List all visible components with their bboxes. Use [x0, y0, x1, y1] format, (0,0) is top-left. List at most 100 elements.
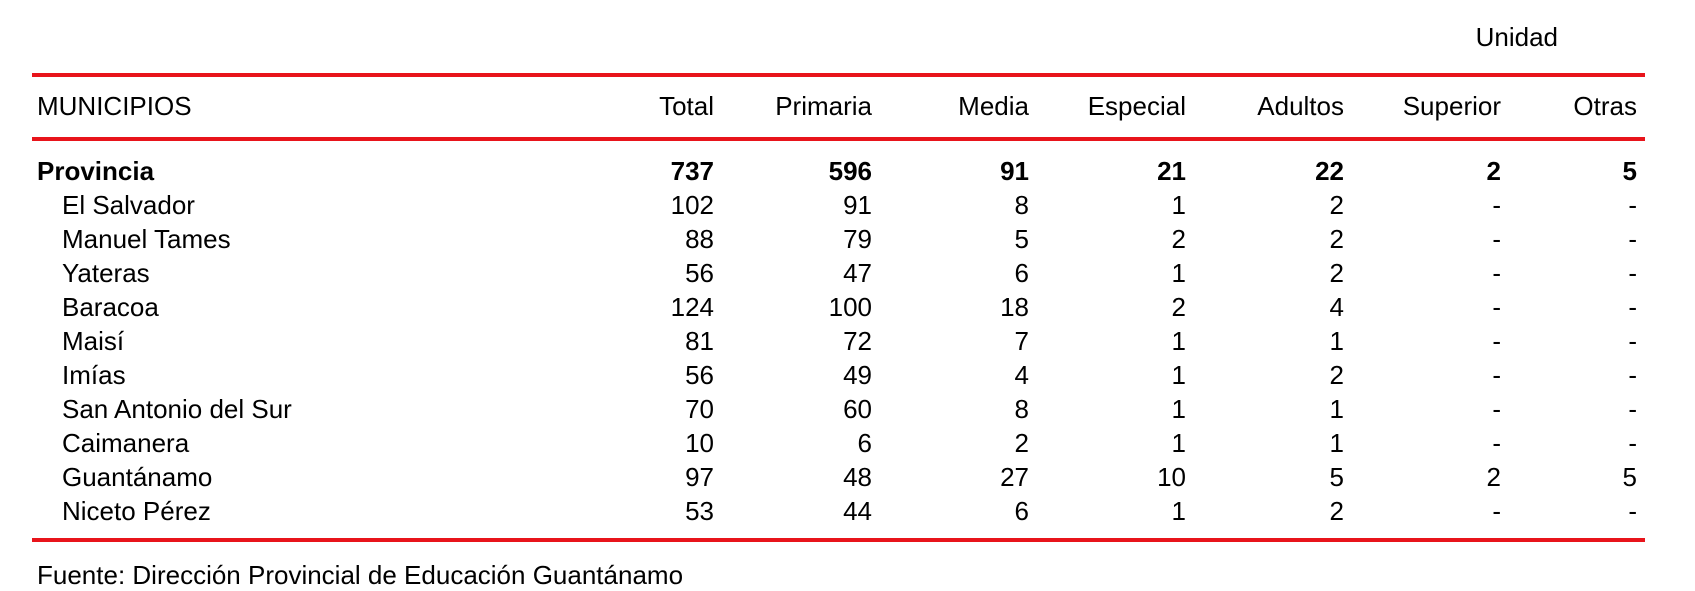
- cell-primaria: 47: [843, 258, 872, 288]
- cell-superior: -: [1492, 190, 1501, 220]
- table-header: MUNICIPIOS Total Primaria Media Especial…: [32, 84, 1645, 128]
- cell-superior: -: [1492, 258, 1501, 288]
- cell-adultos: 2: [1329, 224, 1344, 254]
- cell-adultos: 22: [1315, 156, 1344, 186]
- cell-otras: -: [1628, 190, 1637, 220]
- table-row: El Salvador 102 91 8 1 2 - -: [32, 188, 1645, 222]
- cell-adultos: 1: [1329, 326, 1344, 356]
- cell-otras: -: [1628, 224, 1637, 254]
- cell-total: 97: [685, 462, 714, 492]
- cell-primaria: 48: [843, 462, 872, 492]
- header-bottom-rule: [32, 137, 1645, 141]
- cell-adultos: 2: [1329, 190, 1344, 220]
- cell-primaria: 72: [843, 326, 872, 356]
- cell-total: 737: [670, 156, 714, 186]
- cell-name: Maisí: [62, 326, 125, 356]
- table-row: Manuel Tames 88 79 5 2 2 - -: [32, 222, 1645, 256]
- cell-total: 53: [685, 496, 714, 526]
- cell-media: 18: [1000, 292, 1029, 322]
- cell-media: 91: [1000, 156, 1029, 186]
- cell-total: 56: [685, 258, 714, 288]
- cell-media: 2: [1014, 428, 1029, 458]
- cell-adultos: 5: [1329, 462, 1344, 492]
- cell-otras: -: [1628, 326, 1637, 356]
- cell-primaria: 100: [828, 292, 872, 322]
- cell-name: Provincia: [37, 156, 155, 186]
- cell-adultos: 2: [1329, 496, 1344, 526]
- cell-total: 10: [685, 428, 714, 458]
- table-row: Niceto Pérez 53 44 6 1 2 - -: [32, 494, 1645, 528]
- cell-primaria: 6: [857, 428, 872, 458]
- cell-especial: 1: [1171, 360, 1186, 390]
- cell-superior: -: [1492, 394, 1501, 424]
- cell-name: Yateras: [62, 258, 150, 288]
- cell-especial: 1: [1171, 394, 1186, 424]
- cell-adultos: 1: [1329, 428, 1344, 458]
- cell-name: Caimanera: [62, 428, 190, 458]
- cell-especial: 21: [1157, 156, 1186, 186]
- table-row: Baracoa 124 100 18 2 4 - -: [32, 290, 1645, 324]
- cell-total: 124: [670, 292, 714, 322]
- table-row: Imías 56 49 4 1 2 - -: [32, 358, 1645, 392]
- cell-total: 88: [685, 224, 714, 254]
- header-primaria: Primaria: [775, 90, 872, 121]
- header-total: Total: [659, 90, 714, 121]
- cell-superior: -: [1492, 292, 1501, 322]
- cell-superior: -: [1492, 496, 1501, 526]
- table-body: Provincia 737 596 91 21 22 2 5 El Salvador 102 91 8…: [32, 154, 1645, 528]
- cell-superior: 2: [1486, 462, 1501, 492]
- cell-otras: 5: [1622, 156, 1637, 186]
- header-municipios: MUNICIPIOS: [37, 90, 192, 121]
- cell-especial: 10: [1157, 462, 1186, 492]
- cell-name: Imías: [62, 360, 126, 390]
- cell-otras: -: [1628, 496, 1637, 526]
- cell-name: Niceto Pérez: [62, 496, 211, 526]
- table-bottom-rule: [32, 538, 1645, 542]
- cell-adultos: 4: [1329, 292, 1344, 322]
- unit-label: Unidad: [1475, 22, 1558, 52]
- cell-superior: -: [1492, 360, 1501, 390]
- cell-otras: -: [1628, 360, 1637, 390]
- header-media: Media: [958, 90, 1029, 121]
- header-especial: Especial: [1087, 90, 1186, 121]
- cell-primaria: 60: [843, 394, 872, 424]
- source-note: Fuente: Dirección Provincial de Educació…: [37, 560, 684, 590]
- cell-name: Baracoa: [62, 292, 159, 322]
- cell-primaria: 44: [843, 496, 872, 526]
- table-top-rule: [32, 73, 1645, 77]
- cell-adultos: 1: [1329, 394, 1344, 424]
- table-row: Maisí 81 72 7 1 1 - -: [32, 324, 1645, 358]
- cell-otras: -: [1628, 428, 1637, 458]
- cell-name: El Salvador: [62, 190, 195, 220]
- cell-media: 8: [1014, 190, 1029, 220]
- cell-primaria: 79: [843, 224, 872, 254]
- cell-superior: -: [1492, 224, 1501, 254]
- table-row: Yateras 56 47 6 1 2 - -: [32, 256, 1645, 290]
- cell-media: 5: [1014, 224, 1029, 254]
- cell-name: Manuel Tames: [62, 224, 231, 254]
- table-row-total: Provincia 737 596 91 21 22 2 5: [32, 154, 1645, 188]
- cell-name: San Antonio del Sur: [62, 394, 292, 424]
- cell-media: 6: [1014, 258, 1029, 288]
- cell-especial: 1: [1171, 428, 1186, 458]
- cell-adultos: 2: [1329, 258, 1344, 288]
- cell-primaria: 49: [843, 360, 872, 390]
- cell-especial: 1: [1171, 326, 1186, 356]
- cell-media: 4: [1014, 360, 1029, 390]
- data-table: Provincia 737 596 91 21 22 2 5 El Salvador 102 91 8…: [32, 154, 1645, 528]
- cell-primaria: 91: [843, 190, 872, 220]
- cell-especial: 1: [1171, 190, 1186, 220]
- header-row: MUNICIPIOS Total Primaria Media Especial…: [32, 84, 1645, 128]
- cell-especial: 1: [1171, 496, 1186, 526]
- cell-name: Guantánamo: [62, 462, 213, 492]
- cell-otras: -: [1628, 394, 1637, 424]
- cell-total: 81: [685, 326, 714, 356]
- cell-primaria: 596: [828, 156, 872, 186]
- cell-total: 102: [670, 190, 714, 220]
- cell-media: 27: [1000, 462, 1029, 492]
- cell-media: 7: [1014, 326, 1029, 356]
- table-row: Caimanera 10 6 2 1 1 - -: [32, 426, 1645, 460]
- header-superior: Superior: [1402, 90, 1501, 121]
- header-otras: Otras: [1573, 90, 1637, 121]
- cell-superior: -: [1492, 326, 1501, 356]
